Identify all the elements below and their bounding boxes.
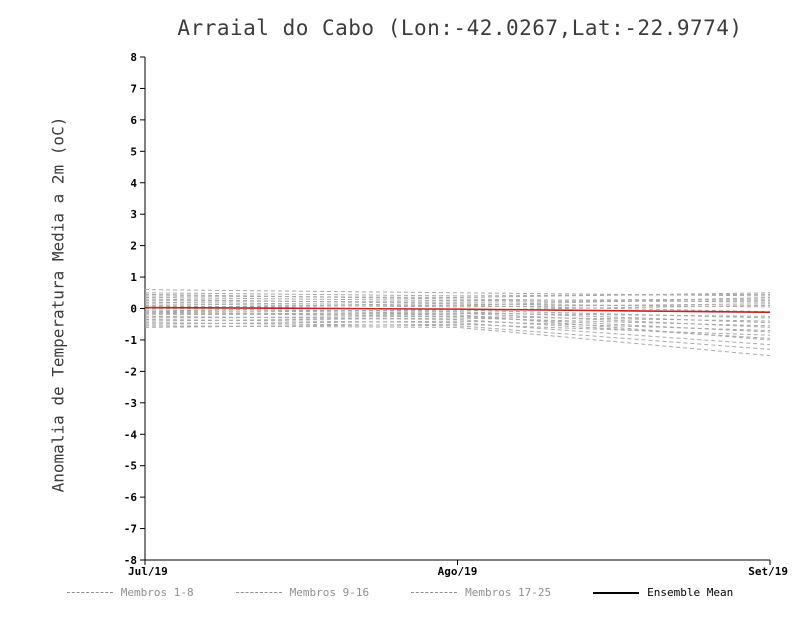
x-tick-label: Set/19 xyxy=(748,565,788,578)
ensemble-mean-line xyxy=(144,306,771,314)
member-line xyxy=(144,289,771,297)
member-line xyxy=(144,309,771,328)
member-line xyxy=(144,308,771,324)
legend-item: Membros 9-16 xyxy=(235,586,370,599)
y-tick-label: 8 xyxy=(130,51,137,64)
y-tick-label: -2 xyxy=(124,365,137,378)
y-tick-label: 4 xyxy=(130,177,137,190)
legend-label: Membros 9-16 xyxy=(289,586,370,599)
y-tick-label: -3 xyxy=(124,397,137,410)
member-line xyxy=(144,320,771,332)
member-line xyxy=(144,311,771,341)
member-line xyxy=(144,298,771,308)
member-line xyxy=(144,296,771,308)
member-line xyxy=(144,317,771,327)
legend-item: Ensemble Mean xyxy=(593,586,733,599)
member-lines-membros-17-25 xyxy=(144,292,771,357)
legend-label: Membros 1-8 xyxy=(120,586,194,599)
legend: Membros 1-8 Membros 9-16 Membros 17-25 Ense… xyxy=(0,586,800,599)
member-line xyxy=(144,315,771,339)
member-line xyxy=(144,301,771,313)
y-tick-label: -4 xyxy=(124,428,138,441)
y-tick-label: -7 xyxy=(124,523,137,536)
member-line xyxy=(144,325,771,357)
member-line xyxy=(144,303,771,308)
y-axis-ticks: -8 -7 -6 -5 -4 -3 -2 -1 0 1 2 3 4 5 6 7 8 xyxy=(124,51,145,567)
y-tick-label: -5 xyxy=(124,460,137,473)
y-tick-label: 6 xyxy=(130,114,137,127)
chart-title: Arraial do Cabo (Lon:-42.0267,Lat:-22.97… xyxy=(177,16,743,40)
member-line xyxy=(144,304,771,313)
x-axis-ticks: Jul/19 Ago/19 Set/19 xyxy=(128,560,788,578)
y-tick-label: 3 xyxy=(130,208,137,221)
y-tick-label: -1 xyxy=(124,334,138,347)
member-line xyxy=(144,322,771,350)
legend-label: Membros 17-25 xyxy=(465,586,552,599)
member-lines-membros-9-16 xyxy=(144,296,771,339)
y-tick-label: 0 xyxy=(130,303,137,316)
y-tick-label: 2 xyxy=(130,240,137,253)
legend-line-dashed-icon xyxy=(235,592,282,593)
member-line xyxy=(144,292,771,298)
member-line xyxy=(144,300,771,303)
member-line xyxy=(144,319,771,346)
member-line xyxy=(144,315,771,322)
legend-item: Membros 1-8 xyxy=(66,586,194,599)
legend-line-dashed-icon xyxy=(411,592,458,593)
y-tick-label: 5 xyxy=(130,145,137,158)
legend-line-dashed-icon xyxy=(66,592,113,593)
x-tick-label: Ago/19 xyxy=(438,565,478,578)
member-line xyxy=(144,296,771,302)
member-line xyxy=(144,312,771,333)
y-tick-label: -8 xyxy=(124,554,137,567)
legend-item: Membros 17-25 xyxy=(411,586,551,599)
member-line xyxy=(144,312,771,317)
legend-line-solid-icon xyxy=(593,591,640,594)
legend-label: Ensemble Mean xyxy=(647,586,734,599)
x-tick-label: Jul/19 xyxy=(128,565,168,578)
member-line xyxy=(144,292,771,297)
y-tick-label: -6 xyxy=(124,491,138,504)
y-tick-label: 1 xyxy=(130,271,137,284)
y-tick-label: 7 xyxy=(130,82,137,95)
